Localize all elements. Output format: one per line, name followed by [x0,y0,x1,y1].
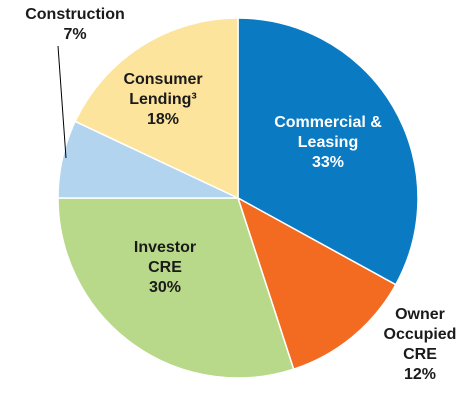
value-label: 7% [63,26,87,43]
value-label: 12% [403,366,437,383]
category-label: Construction [25,6,125,23]
value-label: 18% [146,111,180,128]
category-label: Commercial & Leasing [274,114,382,151]
category-label: Investor CRE [133,239,197,276]
slice-label: Consumer Lending³ 18% [116,70,211,130]
slice-label: Investor CRE 30% [120,238,210,298]
pie-slice [236,196,397,371]
slice-label: Owner Occupied CRE 12% [375,305,465,385]
value-label: 30% [148,279,182,296]
slice-label: Commercial & Leasing 33% [273,113,383,173]
pie-slice [74,17,239,200]
pie-slice [237,17,419,286]
category-label: Owner Occupied CRE [383,306,457,363]
slice-label: Construction 7% [10,5,140,45]
leader-line [57,45,67,159]
category-label: Consumer Lending³ [123,71,203,108]
pie-slice [57,197,295,379]
value-label: 33% [311,154,345,171]
